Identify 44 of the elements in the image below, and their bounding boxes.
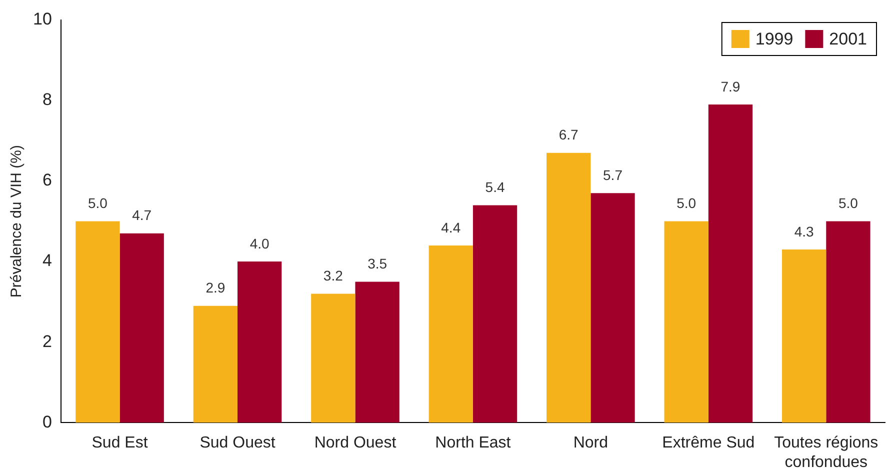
bar <box>428 245 473 423</box>
bar <box>355 282 400 423</box>
data-label: 3.2 <box>323 268 344 284</box>
bar <box>546 152 591 423</box>
bar <box>782 249 826 423</box>
bar <box>76 221 120 423</box>
data-label: 6.7 <box>558 126 579 143</box>
bar <box>826 221 870 423</box>
legend-label: 1999 <box>755 30 794 49</box>
y-tick-label: 10 <box>32 10 52 29</box>
x-tick-label: Nord <box>573 434 608 452</box>
x-tick-label: Toutes régions confondues <box>774 434 878 471</box>
bar <box>193 306 238 423</box>
y-tick-label: 2 <box>42 332 52 351</box>
bar <box>664 221 708 423</box>
data-label: 5.0 <box>838 195 858 212</box>
y-tick-label: 4 <box>42 251 52 270</box>
x-tick-label: Extrême Sud <box>662 434 755 452</box>
data-label: 5.0 <box>676 195 696 212</box>
legend-label: 2001 <box>829 30 868 49</box>
bar <box>238 262 282 423</box>
bar <box>311 294 356 423</box>
x-tick-label: Nord Ouest <box>314 434 397 452</box>
data-label: 4.7 <box>132 207 152 224</box>
data-label: 4.4 <box>441 219 461 236</box>
y-tick-label: 8 <box>42 90 52 110</box>
data-label: 2.9 <box>206 280 226 296</box>
x-tick-label: North East <box>435 434 512 452</box>
x-tick-label: Sud Est <box>92 434 148 452</box>
data-label: 3.5 <box>368 256 388 272</box>
data-label: 5.7 <box>603 166 623 183</box>
y-axis-title: Prévalence du VIH (%) <box>8 145 26 298</box>
y-tick-label: 6 <box>42 170 52 190</box>
data-label: 5.0 <box>88 195 108 212</box>
data-label: 4.3 <box>794 223 814 240</box>
bar <box>590 193 635 423</box>
data-label: 7.9 <box>720 78 740 94</box>
data-label: 4.0 <box>250 235 270 252</box>
bar <box>120 233 164 423</box>
x-tick-label: Sud Ouest <box>200 434 276 452</box>
y-tick-label: 0 <box>42 412 52 432</box>
bar <box>472 205 518 423</box>
bar <box>708 104 753 423</box>
data-label: 5.4 <box>485 179 505 196</box>
